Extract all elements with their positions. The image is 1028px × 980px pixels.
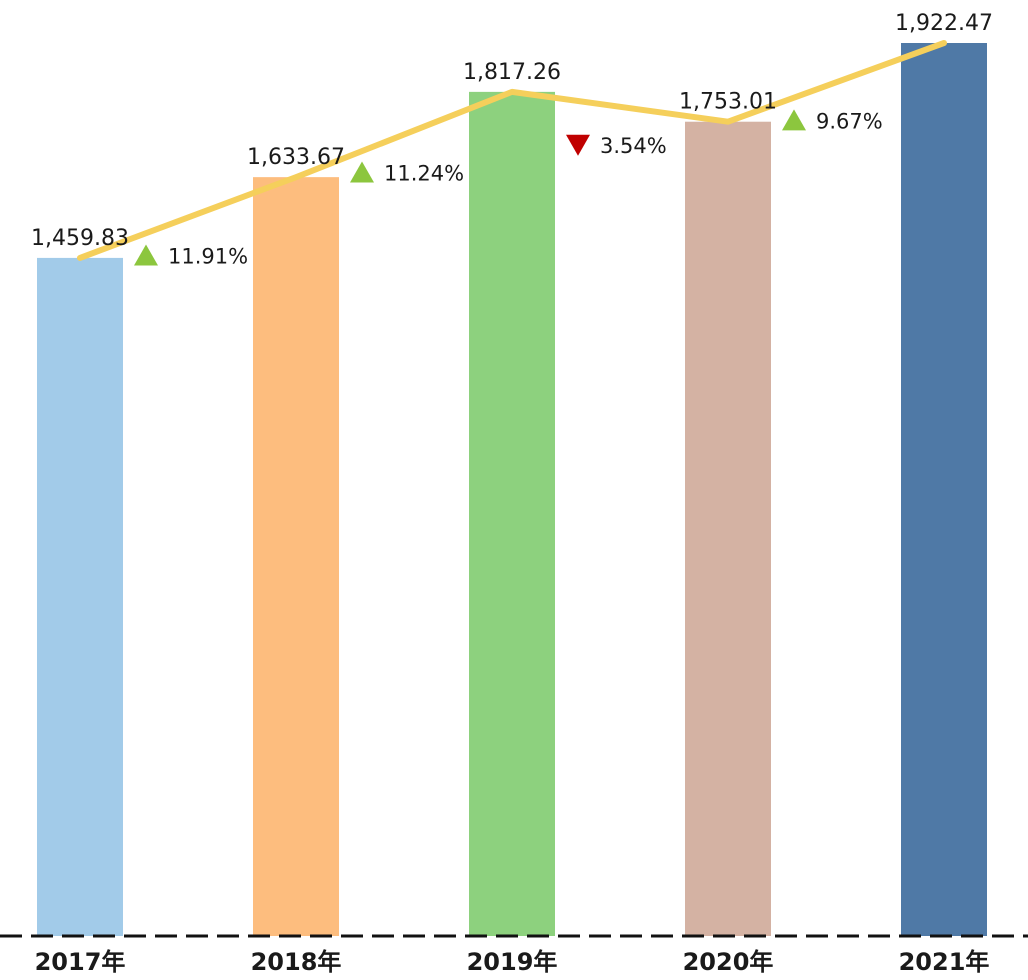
bar-2	[469, 91, 555, 937]
bar-1	[253, 177, 339, 936]
bar-4	[901, 43, 987, 936]
growth-up-triangle-icon	[350, 161, 374, 183]
category-label-0: 2017年	[35, 948, 126, 976]
growth-up-triangle-icon	[782, 109, 806, 131]
category-label-1: 2018年	[251, 948, 342, 976]
growth-labels-group: 11.91% 11.24% 3.54% 9.67%	[134, 109, 883, 269]
category-label-2: 2019年	[467, 948, 558, 976]
growth-down-triangle-icon	[566, 134, 590, 156]
value-label-1: 1,633.67	[247, 145, 345, 170]
growth-label-0: 11.91%	[168, 245, 248, 269]
value-label-0: 1,459.83	[31, 226, 129, 251]
category-label-4: 2021年	[899, 948, 990, 976]
value-label-4: 1,922.47	[895, 11, 993, 36]
value-labels-group: 1,459.83 1,633.67 1,817.26 1,753.01 1,922.47	[31, 11, 993, 251]
growth-up-triangle-icon	[134, 244, 158, 266]
value-label-3: 1,753.01	[679, 90, 777, 115]
trend-line-group	[77, 40, 947, 261]
growth-label-2: 3.54%	[600, 134, 667, 158]
bar-0	[37, 257, 123, 937]
bars-group	[37, 43, 987, 937]
category-label-3: 2020年	[683, 948, 774, 976]
growth-label-1: 11.24%	[384, 162, 464, 186]
bar-3	[685, 121, 771, 937]
growth-label-3: 9.67%	[816, 109, 883, 133]
trend-line	[77, 40, 947, 261]
value-label-2: 1,817.26	[463, 60, 561, 85]
category-labels-group: 2017年 2018年 2019年 2020年 2021年	[35, 948, 990, 976]
